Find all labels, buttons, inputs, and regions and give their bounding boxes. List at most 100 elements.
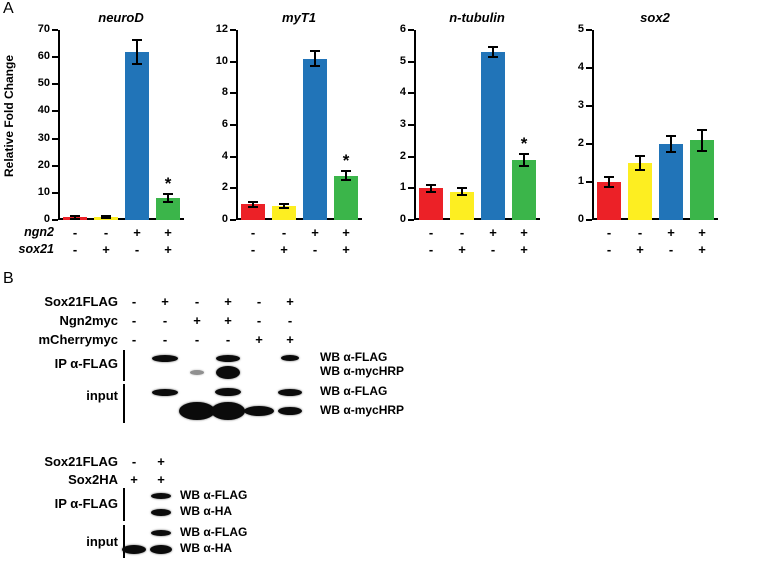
error-bar-cap xyxy=(163,193,173,196)
error-bar-cap xyxy=(488,55,498,58)
error-bar-cap xyxy=(697,128,707,131)
error-bar-line xyxy=(345,170,347,181)
y-tick-label: 0 xyxy=(577,213,584,225)
blot-band xyxy=(190,369,204,375)
bar xyxy=(659,144,683,220)
y-tick-mark xyxy=(408,187,414,190)
condition-label: Sox21FLAG xyxy=(44,294,118,309)
error-bar-cap xyxy=(101,217,111,220)
error-bar-cap xyxy=(666,134,676,137)
y-tick-label: 1 xyxy=(399,181,406,194)
plot-area xyxy=(236,30,362,220)
plot-area xyxy=(58,30,184,220)
condition-sign: - xyxy=(250,242,256,257)
condition-sign: + xyxy=(255,332,263,347)
blot-band xyxy=(244,406,274,416)
section-label: IP α-FLAG xyxy=(54,356,118,371)
error-bar-line xyxy=(670,135,672,153)
y-tick-mark xyxy=(408,219,414,221)
error-bar-cap xyxy=(426,183,436,186)
condition-sign: - xyxy=(606,242,612,257)
condition-sign: - xyxy=(162,313,168,328)
y-tick-label: 50 xyxy=(37,77,50,90)
y-tick-mark xyxy=(230,92,236,95)
condition-sign: - xyxy=(131,332,137,347)
bar xyxy=(303,58,327,220)
error-bar-cap xyxy=(132,38,142,41)
chart-title: n-tubulin xyxy=(449,10,505,25)
error-bar-cap xyxy=(248,200,258,203)
condition-sign: + xyxy=(698,225,706,240)
condition-sign: - xyxy=(281,225,287,240)
condition-sign: + xyxy=(520,225,528,240)
y-tick-mark xyxy=(586,143,592,145)
condition-sign: - xyxy=(131,313,137,328)
error-bar-cap xyxy=(604,176,614,179)
panel-a-label: A xyxy=(3,0,14,17)
error-bar-line xyxy=(492,47,494,57)
chart-title: sox2 xyxy=(640,10,670,25)
y-tick-mark xyxy=(52,83,58,86)
y-tick-label: 30 xyxy=(37,131,50,144)
condition-sign: - xyxy=(134,242,140,257)
error-bar-line xyxy=(167,194,169,203)
bar xyxy=(156,198,180,220)
condition-sign: + xyxy=(161,294,169,309)
error-bar-line xyxy=(136,39,138,64)
y-tick-label: 2 xyxy=(577,137,584,149)
condition-sign: - xyxy=(250,225,256,240)
error-bar-line xyxy=(639,156,641,170)
blot-band xyxy=(122,544,146,554)
error-bar-line xyxy=(523,153,525,167)
plot-area xyxy=(414,30,540,220)
y-tick-mark xyxy=(586,67,592,69)
bar xyxy=(597,182,621,220)
y-tick-label: 2 xyxy=(399,149,406,162)
condition-sign: + xyxy=(280,242,288,257)
condition-sign: + xyxy=(224,313,232,328)
error-bar-cap xyxy=(635,168,645,171)
error-bar-cap xyxy=(279,206,289,209)
condition-label: Sox2HA xyxy=(68,472,118,487)
sign-row-label: ngn2 xyxy=(24,225,54,239)
condition-sign: - xyxy=(72,242,78,257)
wb-label: WB α-mycHRP xyxy=(320,364,405,378)
y-tick-label: 60 xyxy=(37,50,50,63)
y-tick-mark xyxy=(408,155,414,158)
condition-sign: + xyxy=(164,242,172,257)
bar xyxy=(481,52,505,220)
error-bar-cap xyxy=(488,46,498,49)
y-tick-label: 3 xyxy=(577,99,584,111)
y-tick-mark xyxy=(408,29,414,31)
y-tick-label: 4 xyxy=(399,86,406,99)
bar xyxy=(125,51,149,220)
y-tick-mark xyxy=(408,92,414,95)
condition-label: mCherrymyc xyxy=(38,332,119,347)
condition-label: Sox21FLAG xyxy=(44,454,118,469)
error-bar-line xyxy=(283,203,285,208)
condition-sign: - xyxy=(287,313,293,328)
error-bar-cap xyxy=(310,65,320,68)
condition-sign: + xyxy=(286,294,294,309)
wb-label: WB α-mycHRP xyxy=(320,403,405,417)
blot-band xyxy=(151,508,171,516)
error-bar-cap xyxy=(457,193,467,196)
condition-sign: + xyxy=(157,472,165,487)
bar xyxy=(450,191,474,220)
blot-band xyxy=(216,354,240,362)
section-label: input xyxy=(86,388,118,403)
condition-sign: - xyxy=(256,294,262,309)
y-tick-mark xyxy=(52,56,58,59)
y-tick-mark xyxy=(586,29,592,31)
bar xyxy=(690,140,714,220)
error-bar-line xyxy=(74,215,76,219)
blot-band xyxy=(278,407,302,415)
condition-sign: - xyxy=(668,242,674,257)
condition-sign: - xyxy=(490,242,496,257)
condition-sign: - xyxy=(194,332,200,347)
chart-myt1: myT1 0 2 4 6 8 10 12 * - - + + - + - + xyxy=(202,8,370,270)
condition-sign: - xyxy=(428,225,434,240)
y-tick-label: 5 xyxy=(399,54,406,67)
y-tick-mark xyxy=(52,110,58,113)
y-tick-mark xyxy=(230,60,236,63)
